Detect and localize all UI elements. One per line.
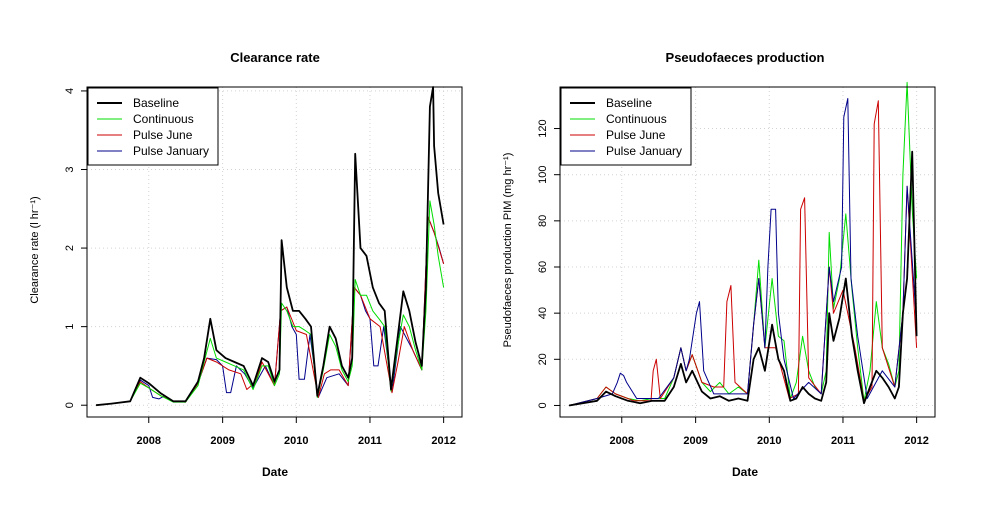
series-layer [568, 81, 918, 407]
legend: Baseline Continuous Pulse June Pulse Jan… [87, 87, 219, 166]
y-tick-label: 40 [537, 307, 549, 319]
legend-label: Pulse January [133, 144, 209, 158]
x-tick-label: 2008 [137, 435, 161, 447]
legend: Baseline Continuous Pulse June Pulse Jan… [560, 87, 692, 166]
x-tick-label: 2010 [284, 435, 308, 447]
series-line-continuous [96, 200, 445, 406]
x-tick-label: 2009 [210, 435, 234, 447]
legend-label: Continuous [133, 112, 194, 126]
series-layer [96, 86, 445, 407]
y-tick-label: 1 [64, 324, 76, 330]
x-axis-title: Date [732, 465, 758, 479]
x-axis: 2008 2009 2010 2011 2012 [137, 417, 456, 447]
series-line-continuous [568, 81, 918, 406]
y-tick-label: 60 [537, 261, 549, 273]
y-axis-title: Clearance rate (l hr⁻¹) [29, 196, 41, 303]
x-tick-label: 2011 [358, 435, 382, 447]
y-axis: 0 20 40 60 80 100 120 [537, 119, 560, 409]
y-axis: 0 1 2 3 4 [64, 88, 87, 408]
legend-label: Pulse June [606, 128, 666, 142]
chart-title: Clearance rate [230, 50, 320, 65]
y-tick-label: 20 [537, 353, 549, 365]
y-tick-label: 3 [64, 166, 76, 172]
legend-label: Pulse January [606, 144, 682, 158]
y-tick-label: 4 [64, 88, 76, 94]
y-tick-label: 100 [537, 166, 549, 184]
legend-label: Baseline [606, 96, 652, 110]
x-tick-label: 2009 [683, 435, 707, 447]
y-tick-label: 0 [537, 402, 549, 408]
legend-label: Continuous [606, 112, 667, 126]
x-axis: 2008 2009 2010 2011 2012 [610, 417, 929, 447]
legend-box [560, 87, 692, 166]
x-axis-title: Date [262, 465, 288, 479]
y-tick-label: 80 [537, 215, 549, 227]
series-line-baseline [96, 86, 445, 407]
x-tick-label: 2012 [431, 435, 455, 447]
y-axis-title: Pseudofaeces production PIM (mg hr⁻¹) [502, 153, 514, 348]
legend-label: Pulse June [133, 128, 193, 142]
x-tick-label: 2010 [757, 435, 781, 447]
y-tick-label: 2 [64, 245, 76, 251]
x-tick-label: 2011 [831, 435, 855, 447]
series-line-pulse-january [568, 98, 918, 406]
legend-label: Baseline [133, 96, 179, 110]
plot-frame [86, 86, 463, 418]
y-tick-label: 120 [537, 119, 549, 137]
pseudofaeces-production-chart: Pseudofaeces production 2008 2009 2010 2011… [502, 50, 936, 479]
y-tick-label: 0 [64, 402, 76, 408]
plot-frame [559, 86, 936, 418]
series-line-pulse-june [96, 216, 445, 406]
chart-title: Pseudofaeces production [666, 50, 825, 65]
x-tick-label: 2008 [610, 435, 634, 447]
legend-box [87, 87, 219, 166]
clearance-rate-chart: Clearance rate 2008 2009 2010 2011 2012 0 1 2 3… [29, 50, 463, 479]
x-tick-label: 2012 [904, 435, 928, 447]
series-line-baseline [568, 150, 918, 407]
